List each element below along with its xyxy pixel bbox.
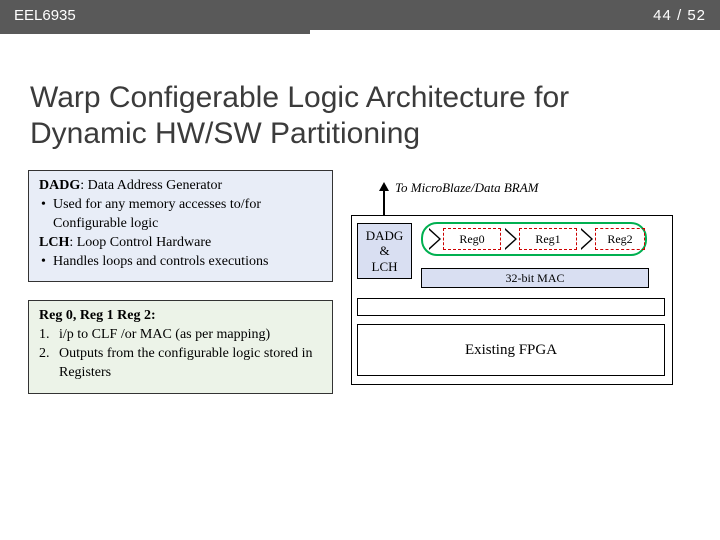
- content-row: DADG: Data Address Generator Used for an…: [0, 170, 720, 395]
- page-total: 52: [687, 7, 706, 24]
- left-column: DADG: Data Address Generator Used for an…: [28, 170, 333, 395]
- lch-def: : Loop Control Hardware: [69, 235, 211, 250]
- dadg-term: DADG: [39, 178, 80, 193]
- architecture-diagram: To MicroBlaze/Data BRAM DADG & LCH Reg0 …: [349, 170, 679, 395]
- page-sep: /: [677, 7, 682, 24]
- dadg-def: : Data Address Generator: [80, 178, 222, 193]
- header-bar: EEL6935 44 / 52: [0, 0, 720, 30]
- triangle-inner: [581, 230, 591, 248]
- info-box-dadg: DADG: Data Address Generator Used for an…: [28, 170, 333, 282]
- reg-item-2: 2.Outputs from the configurable logic st…: [39, 345, 322, 383]
- reg2-box: Reg2: [595, 228, 645, 250]
- dadg-bullet: Used for any memory accesses to/for Conf…: [39, 196, 322, 234]
- header-underline: [0, 30, 310, 34]
- arrow-stem: [383, 190, 385, 216]
- course-code: EEL6935: [14, 7, 76, 24]
- reg0-box: Reg0: [443, 228, 501, 250]
- mid-bar: [357, 298, 665, 316]
- dadg-lch-box: DADG & LCH: [357, 223, 412, 279]
- reg-heading: Reg 0, Reg 1 Reg 2:: [39, 308, 156, 323]
- top-label: To MicroBlaze/Data BRAM: [395, 180, 538, 196]
- triangle-inner: [429, 230, 439, 248]
- page-counter: 44 / 52: [653, 7, 706, 24]
- title-block: Warp Configerable Logic Architecture for…: [30, 80, 690, 152]
- slide-title: Warp Configerable Logic Architecture for…: [30, 80, 690, 152]
- triangle-inner: [505, 230, 515, 248]
- reg1-box: Reg1: [519, 228, 577, 250]
- fpga-box: Existing FPGA: [357, 324, 665, 376]
- mac-box: 32-bit MAC: [421, 268, 649, 288]
- lch-term: LCH: [39, 235, 69, 250]
- page-current: 44: [653, 7, 672, 24]
- reg-item-1: 1.i/p to CLF /or MAC (as per mapping): [39, 326, 322, 345]
- info-box-regs: Reg 0, Reg 1 Reg 2: 1.i/p to CLF /or MAC…: [28, 300, 333, 394]
- lch-bullet: Handles loops and controls executions: [39, 253, 322, 272]
